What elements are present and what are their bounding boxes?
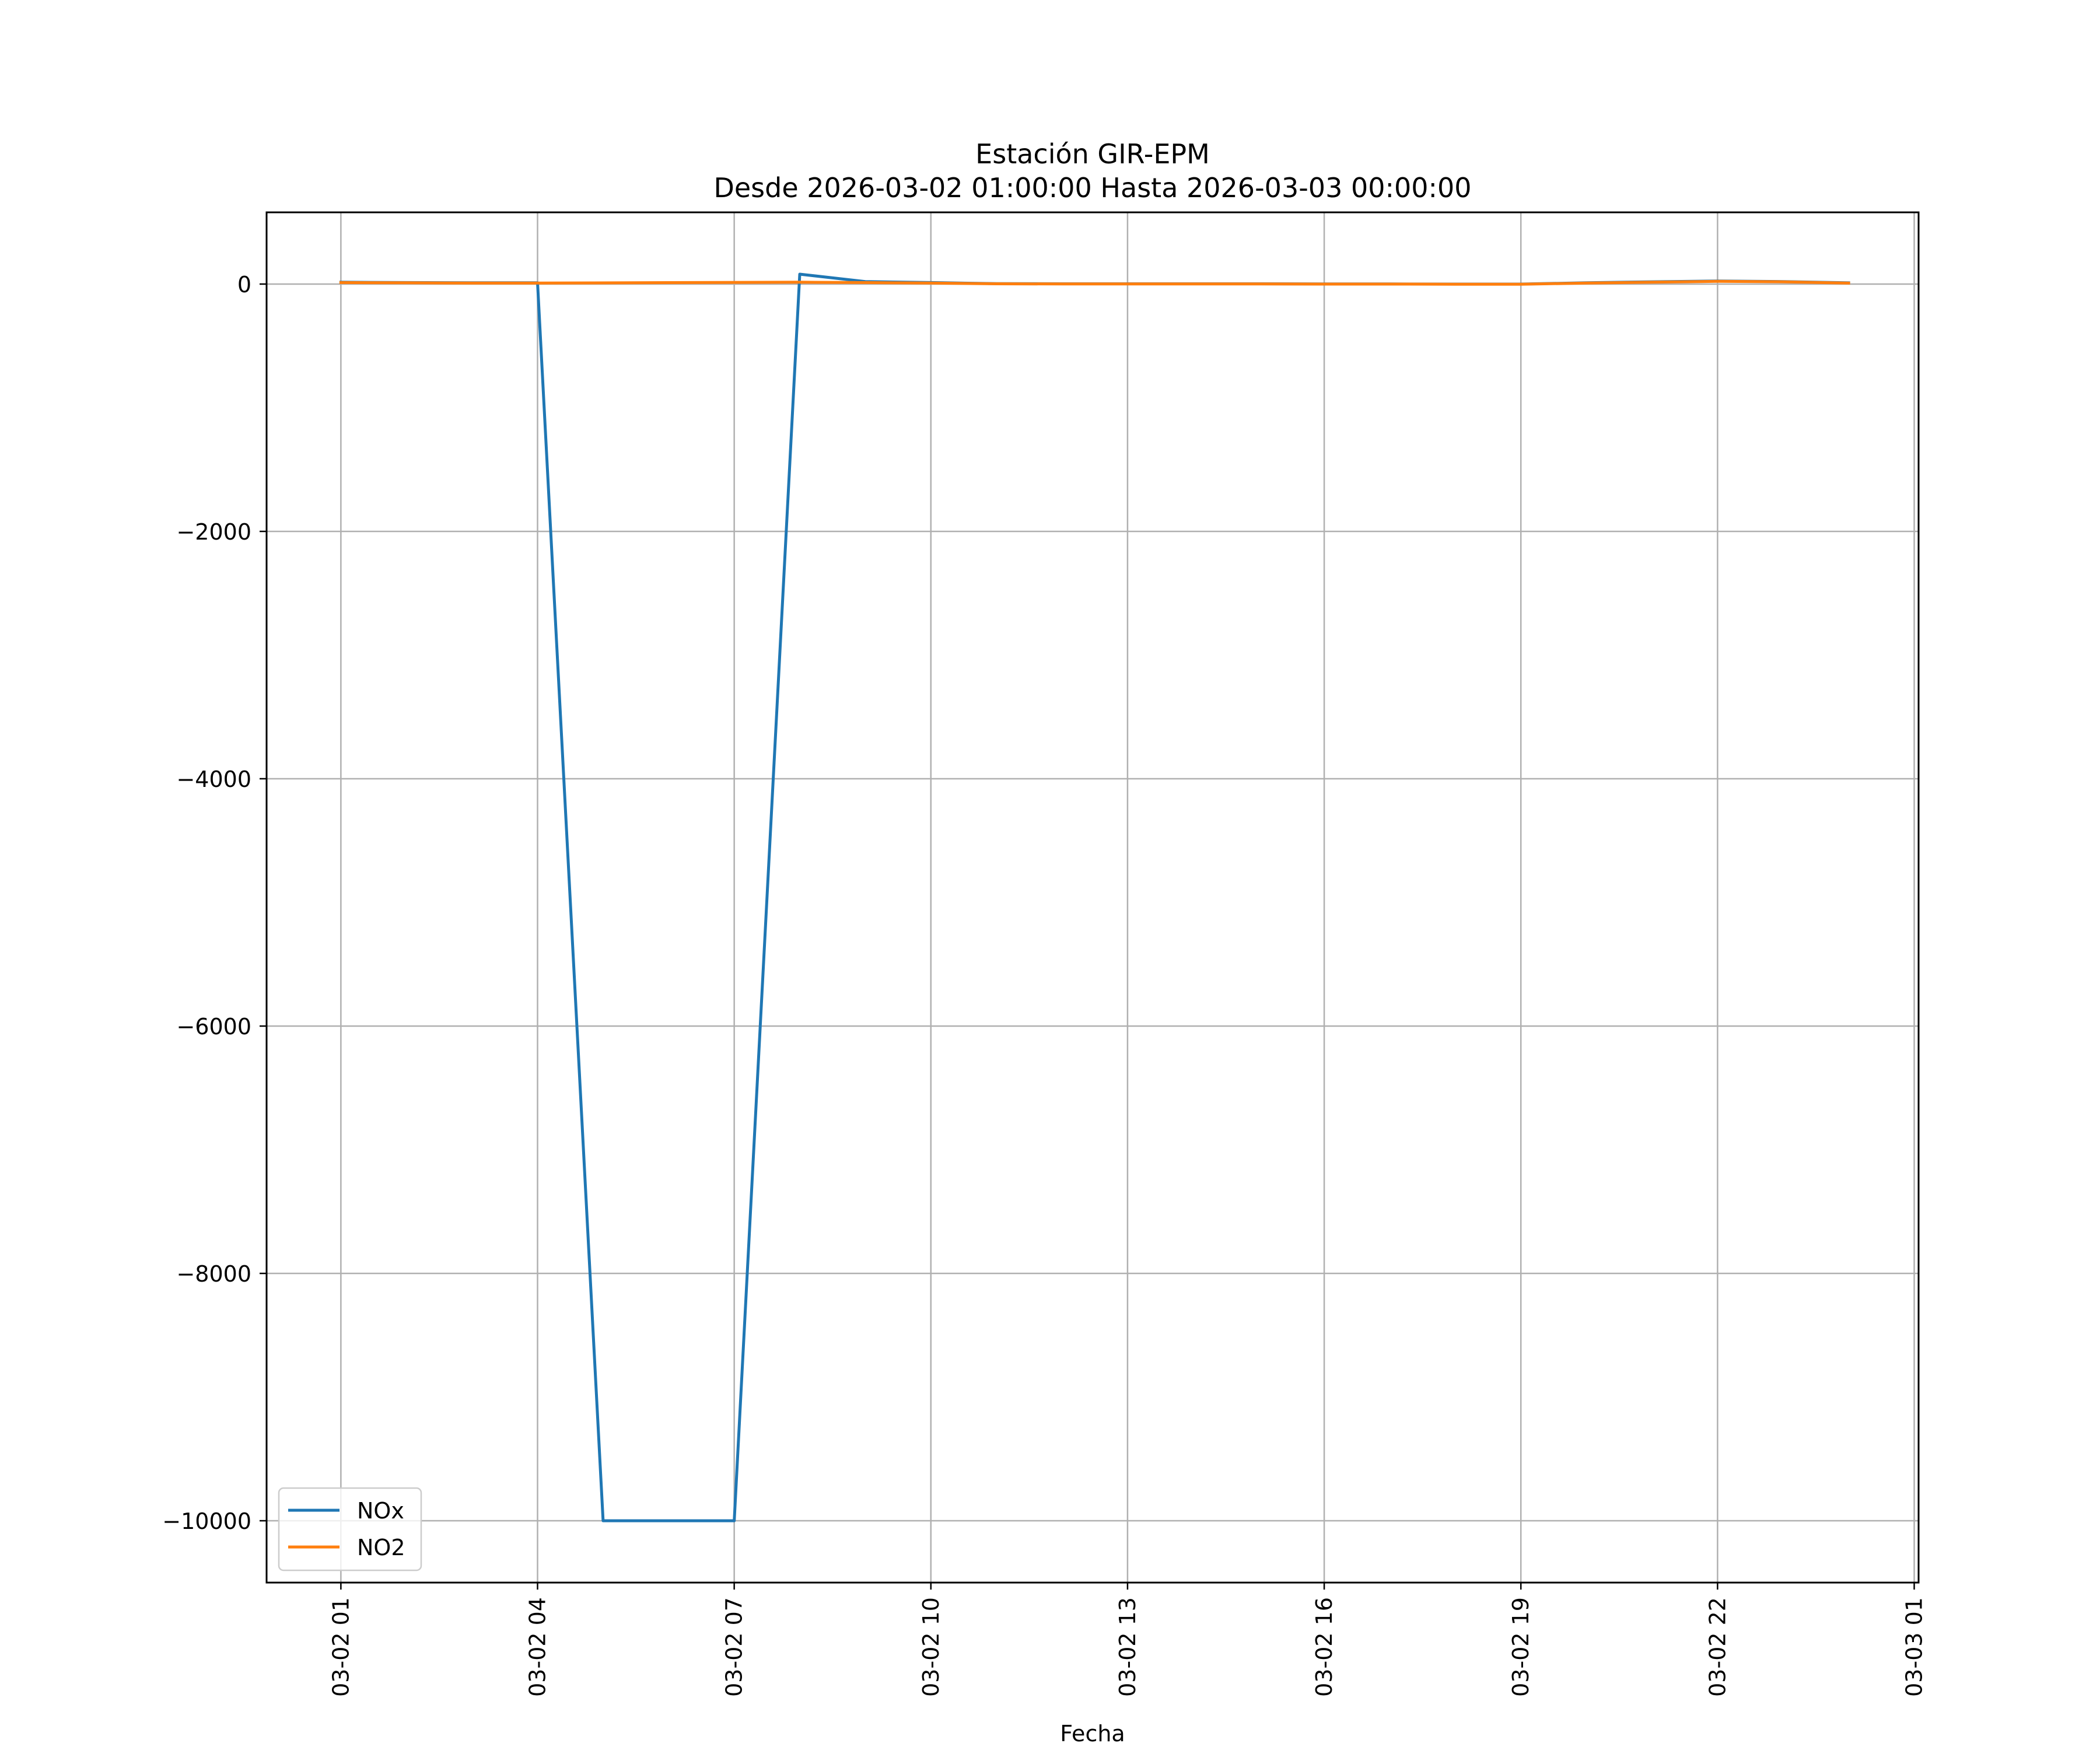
chart-title: Estación GIR-EPM [975, 138, 1210, 170]
plot-frame [265, 211, 1920, 1584]
y-tick-label: −8000 [176, 1261, 251, 1287]
x-tick-label: 03-02 13 [1115, 1597, 1140, 1697]
x-tick-label: 03-02 19 [1508, 1597, 1534, 1697]
legend-label-nox: NOx [357, 1498, 404, 1524]
x-tick-label: 03-02 22 [1704, 1597, 1730, 1697]
x-tick-label: 03-02 10 [918, 1597, 944, 1697]
series-lines [339, 272, 1850, 1522]
x-tick-label: 03-02 01 [328, 1597, 354, 1697]
x-tick-label: 03-03 01 [1902, 1597, 1927, 1697]
x-axis-label: Fecha [1060, 1721, 1125, 1746]
series-line-no2 [339, 279, 1850, 286]
y-tick-label: −2000 [176, 519, 251, 545]
legend-label-no2: NO2 [357, 1535, 405, 1560]
legend: NOx NO2 [278, 1487, 422, 1572]
x-tick-label: 03-02 07 [722, 1597, 747, 1697]
x-tick-label: 03-02 16 [1311, 1597, 1337, 1697]
axis-ticks: 03-02 01 03-02 04 03-02 07 03-02 10 03-02 13… [162, 272, 1927, 1697]
y-tick-label: −6000 [176, 1014, 251, 1040]
legend-box [278, 1487, 422, 1572]
y-tick-label: 0 [237, 272, 251, 298]
chart-subtitle: Desde 2026-03-02 01:00:00 Hasta 2026-03-… [713, 172, 1471, 204]
x-tick-label: 03-02 04 [525, 1597, 551, 1697]
y-tick-label: −4000 [176, 766, 251, 792]
y-tick-label: −10000 [162, 1508, 251, 1534]
